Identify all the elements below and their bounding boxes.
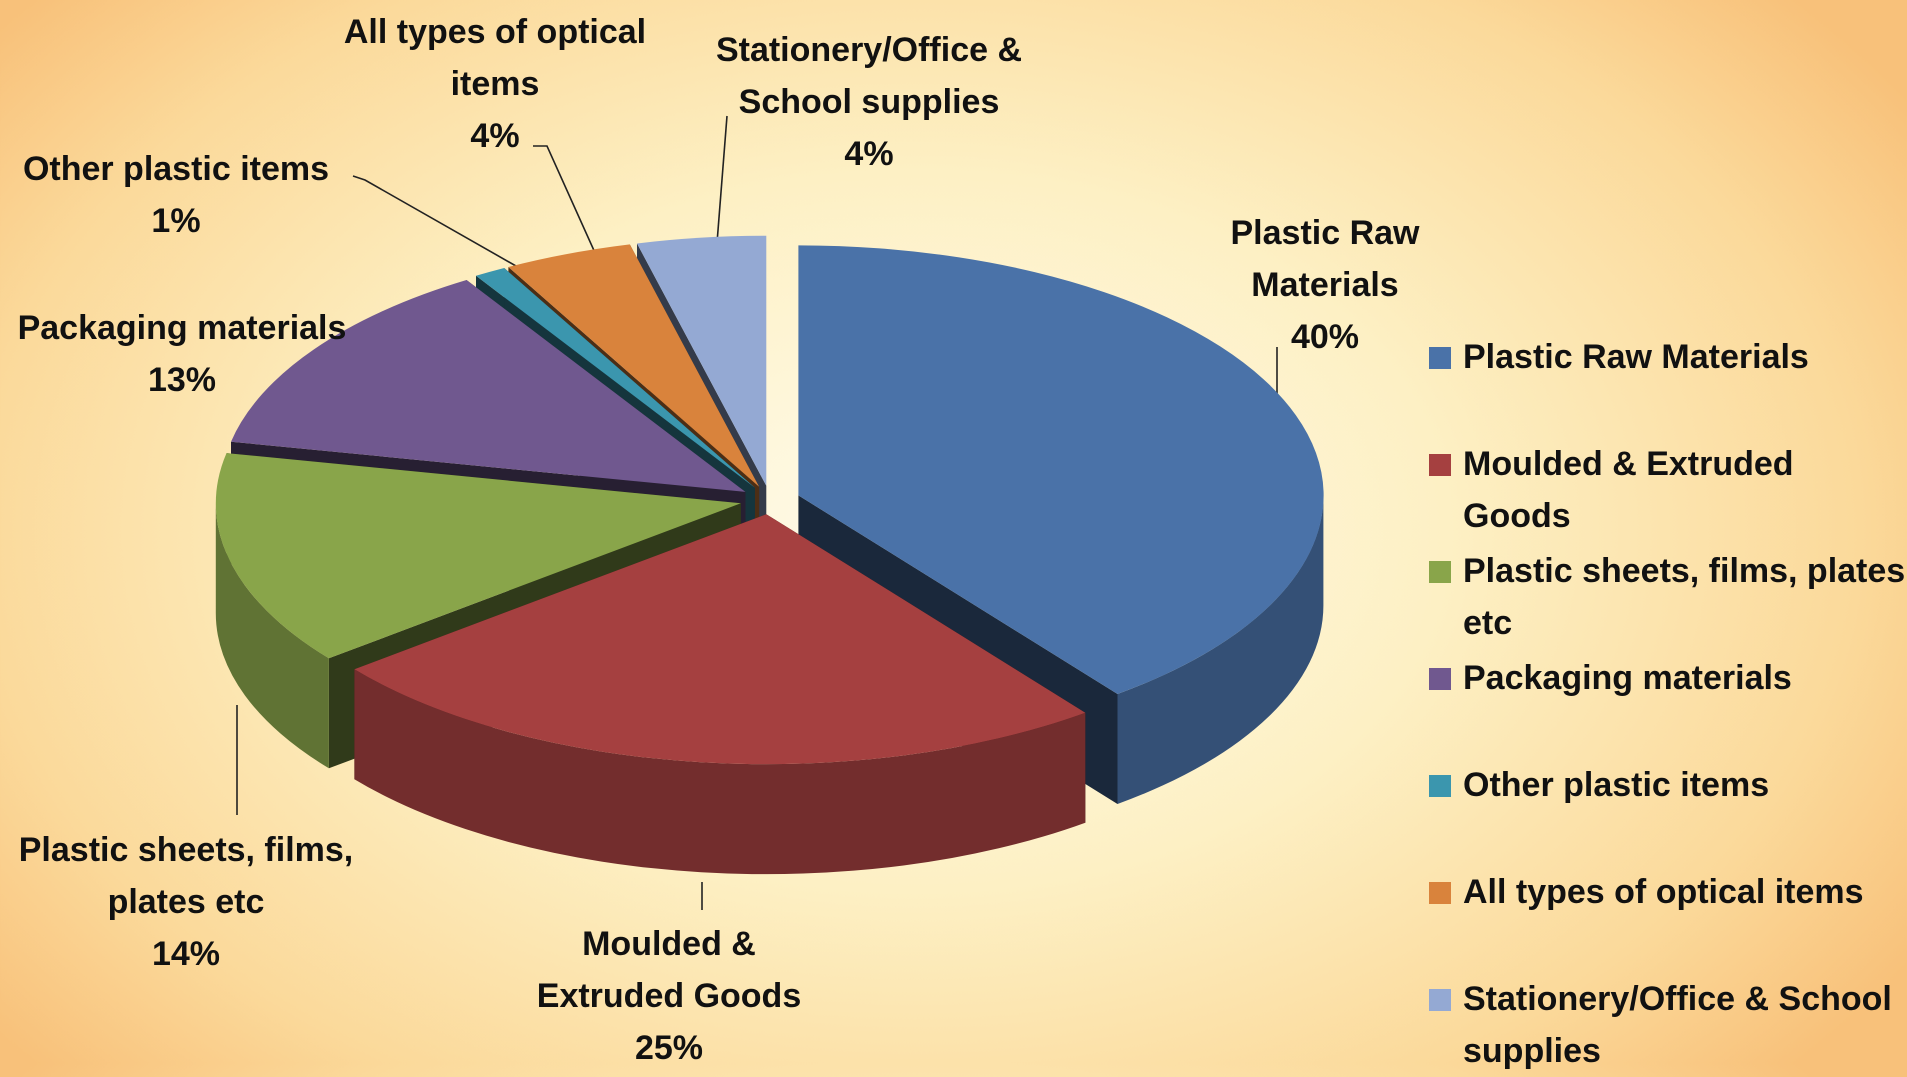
legend-label: Other plastic items [1463,766,1770,804]
data-label-category: Plastic sheets, films, plates etc [18,831,354,921]
legend-item: Other plastic items [1429,759,1907,811]
leader-line [716,115,728,244]
legend-item: Plastic Raw Materials [1429,331,1907,383]
data-label: Stationery/Office & School supplies 4% [679,24,1059,180]
legend-label: Stationery/Office & School supplies [1463,980,1892,1070]
data-label: Plastic sheets, films, plates etc 14% [0,824,376,980]
data-label-category: Other plastic items [22,150,330,188]
legend-item: All types of optical items [1429,866,1907,918]
legend-label: Plastic Raw Materials [1463,338,1809,376]
data-label-value: 14% [151,935,221,973]
data-label-category: Plastic Raw Materials [1230,214,1420,304]
slice-top [476,268,755,488]
legend-swatch [1429,668,1451,690]
legend-label: Plastic sheets, films, plates etc [1463,552,1906,642]
slice-top [215,453,741,659]
data-label: All types of optical items 4% [320,6,670,162]
leader-lines [236,115,1278,910]
legend-label: Packaging materials [1463,659,1792,697]
data-label-value: 4% [470,117,520,155]
data-label-value: 25% [634,1029,704,1067]
data-label-category: Packaging materials [17,309,347,347]
legend-swatch [1429,347,1451,369]
legend-item: Plastic sheets, films, plates etc [1429,545,1907,649]
legend-item: Packaging materials [1429,652,1907,704]
slice-top [508,244,760,487]
slice-top [231,280,746,492]
legend-item: Stationery/Office & School supplies [1429,973,1907,1077]
slice-top [798,245,1324,694]
legend-label: All types of optical items [1463,873,1864,911]
legend-swatch [1429,882,1451,904]
pie-slice [354,514,1086,875]
slice-top [637,235,767,486]
legend-label: Moulded & Extruded Goods [1463,445,1794,535]
legend-item: Moulded & Extruded Goods [1429,438,1907,542]
data-label-value: 4% [844,135,894,173]
data-label-category: Stationery/Office & School supplies [715,31,1023,121]
data-label: Other plastic items 1% [0,143,356,247]
legend-swatch [1429,989,1451,1011]
data-label: Plastic Raw Materials 40% [1195,207,1455,363]
legend-swatch [1429,561,1451,583]
data-label-value: 1% [151,202,201,240]
data-label-value: 40% [1290,318,1360,356]
legend-swatch [1429,775,1451,797]
slice-side [354,669,1086,875]
slice-top [354,514,1086,765]
data-label: Moulded & Extruded Goods 25% [509,918,829,1074]
data-label-value: 13% [147,361,217,399]
data-label-category: All types of optical items [343,13,647,103]
slice-side [1117,495,1324,804]
data-label: Packaging materials 13% [2,302,362,406]
leader-line [352,175,524,271]
leader-line [533,145,597,256]
slice-side [215,503,329,769]
data-label-category: Moulded & Extruded Goods [536,925,802,1015]
legend-swatch [1429,454,1451,476]
